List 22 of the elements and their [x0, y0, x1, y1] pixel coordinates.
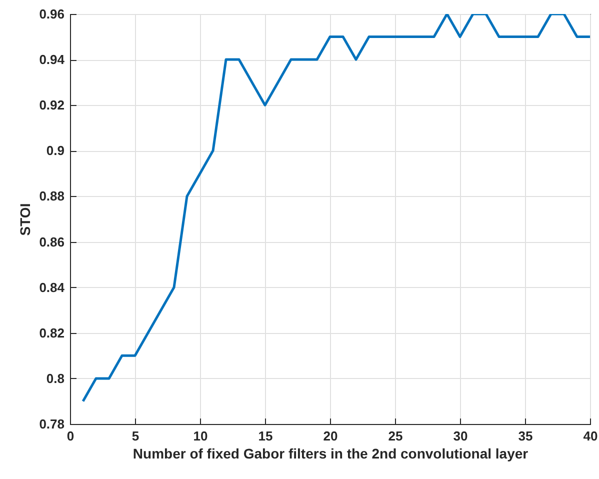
y-tick-label: 0.82 [39, 325, 64, 340]
x-tick-label: 30 [453, 428, 468, 444]
y-tick-label: 0.8 [46, 370, 64, 386]
x-tick-label: 0 [66, 428, 74, 444]
y-axis-title: STOI [17, 203, 34, 236]
y-tick-label: 0.86 [39, 234, 64, 250]
x-tick-label: 5 [132, 428, 140, 444]
x-tick-label: 10 [193, 428, 208, 444]
y-tick-label: 0.78 [39, 416, 64, 432]
x-tick-label: 40 [583, 428, 598, 444]
y-tick-label: 0.96 [39, 6, 64, 22]
y-tick-label: 0.88 [39, 188, 64, 204]
x-tick-label: 20 [323, 428, 338, 444]
y-tick-label: 0.84 [39, 280, 66, 295]
y-tick-label: 0.9 [46, 143, 64, 158]
y-tick-label: 0.92 [39, 98, 64, 113]
x-tick-label: 25 [388, 428, 403, 444]
x-axis-title: Number of fixed Gabor filters in the 2nd convolutional layer [132, 446, 529, 462]
line-series [82, 14, 590, 402]
x-tick-label: 15 [258, 428, 273, 444]
x-tick-label: 35 [518, 428, 533, 444]
y-tick-label: 0.94 [39, 52, 66, 68]
